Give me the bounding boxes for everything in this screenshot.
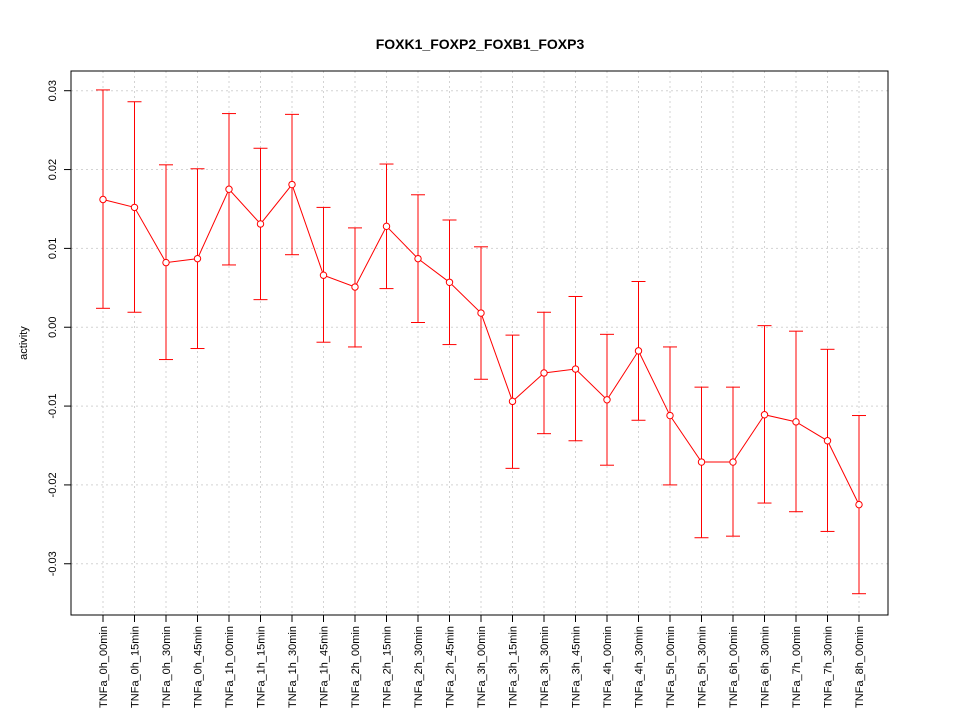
x-tick-label: TNFa_3h_30min (539, 626, 551, 708)
x-tick-label: TNFa_2h_30min (413, 626, 425, 708)
data-point (855, 500, 863, 509)
x-tick-label: TNFa_8h_00min (854, 626, 866, 708)
y-axis: -0.03 -0.02 -0.01 0.00 0.01 0.02 0.03 (47, 80, 71, 576)
data-point (319, 271, 328, 279)
data-point (288, 180, 296, 189)
y-tick-label: -0.02 (47, 472, 59, 497)
x-tick-label: TNFa_1h_00min (224, 626, 236, 708)
error-bars (96, 89, 866, 595)
x-tick-label: TNFa_4h_30min (634, 626, 646, 708)
data-point (823, 437, 832, 445)
x-tick-label: TNFa_0h_00min (98, 626, 110, 708)
y-axis-label: activity (18, 326, 30, 360)
data-point (477, 309, 485, 317)
data-points (99, 180, 863, 509)
y-tick-label: 0.03 (47, 80, 59, 101)
data-point (193, 254, 202, 263)
x-tick-label: TNFa_3h_00min (476, 626, 488, 708)
data-point (508, 397, 517, 406)
data-point (256, 220, 265, 228)
data-point (414, 254, 422, 263)
x-tick-label: TNFa_2h_00min (350, 626, 362, 708)
x-tick-label: TNFa_1h_45min (319, 626, 331, 708)
x-tick-label: TNFa_3h_15min (508, 626, 520, 708)
data-point (697, 458, 706, 466)
data-point (382, 222, 391, 231)
grid (71, 71, 888, 615)
x-axis: TNFa_0h_00min TNFa_0h_15min TNFa_0h_30min T… (98, 615, 866, 708)
data-point (666, 411, 674, 420)
data-point (540, 369, 548, 377)
x-tick-label: TNFa_2h_15min (382, 626, 394, 708)
data-point (792, 418, 800, 426)
x-tick-label: TNFa_1h_15min (256, 626, 268, 708)
data-point (571, 365, 580, 373)
x-tick-label: TNFa_4h_00min (602, 626, 614, 708)
data-point (162, 258, 170, 267)
data-point (729, 458, 737, 466)
x-tick-label: TNFa_0h_15min (130, 626, 142, 708)
chart-title: FOXK1_FOXP2_FOXB1_FOXP3 (376, 36, 585, 52)
x-tick-label: TNFa_7h_30min (823, 626, 835, 708)
x-tick-label: TNFa_7h_00min (791, 626, 803, 708)
y-tick-label: 0.01 (47, 238, 59, 259)
x-tick-label: TNFa_6h_30min (760, 626, 772, 708)
data-point (634, 347, 643, 355)
x-tick-label: TNFa_3h_45min (571, 626, 583, 708)
x-tick-label: TNFa_5h_00min (665, 626, 677, 708)
data-point (225, 185, 233, 193)
x-tick-label: TNFa_2h_45min (445, 626, 457, 708)
data-point (603, 396, 611, 404)
x-tick-label: TNFa_5h_30min (697, 626, 709, 708)
y-tick-label: 0.02 (47, 159, 59, 180)
x-tick-label: TNFa_1h_30min (287, 626, 299, 708)
data-point (351, 283, 359, 291)
y-tick-label: -0.03 (47, 551, 59, 576)
y-tick-label: 0.00 (47, 317, 59, 338)
x-tick-label: TNFa_0h_45min (193, 626, 205, 708)
x-tick-label: TNFa_6h_00min (728, 626, 740, 708)
y-tick-label: -0.01 (47, 394, 59, 419)
data-point (445, 278, 454, 286)
plot-frame (70, 70, 889, 616)
data-point (130, 203, 139, 212)
x-tick-label: TNFa_0h_30min (161, 626, 173, 708)
data-point (99, 195, 107, 204)
data-point (760, 411, 769, 419)
